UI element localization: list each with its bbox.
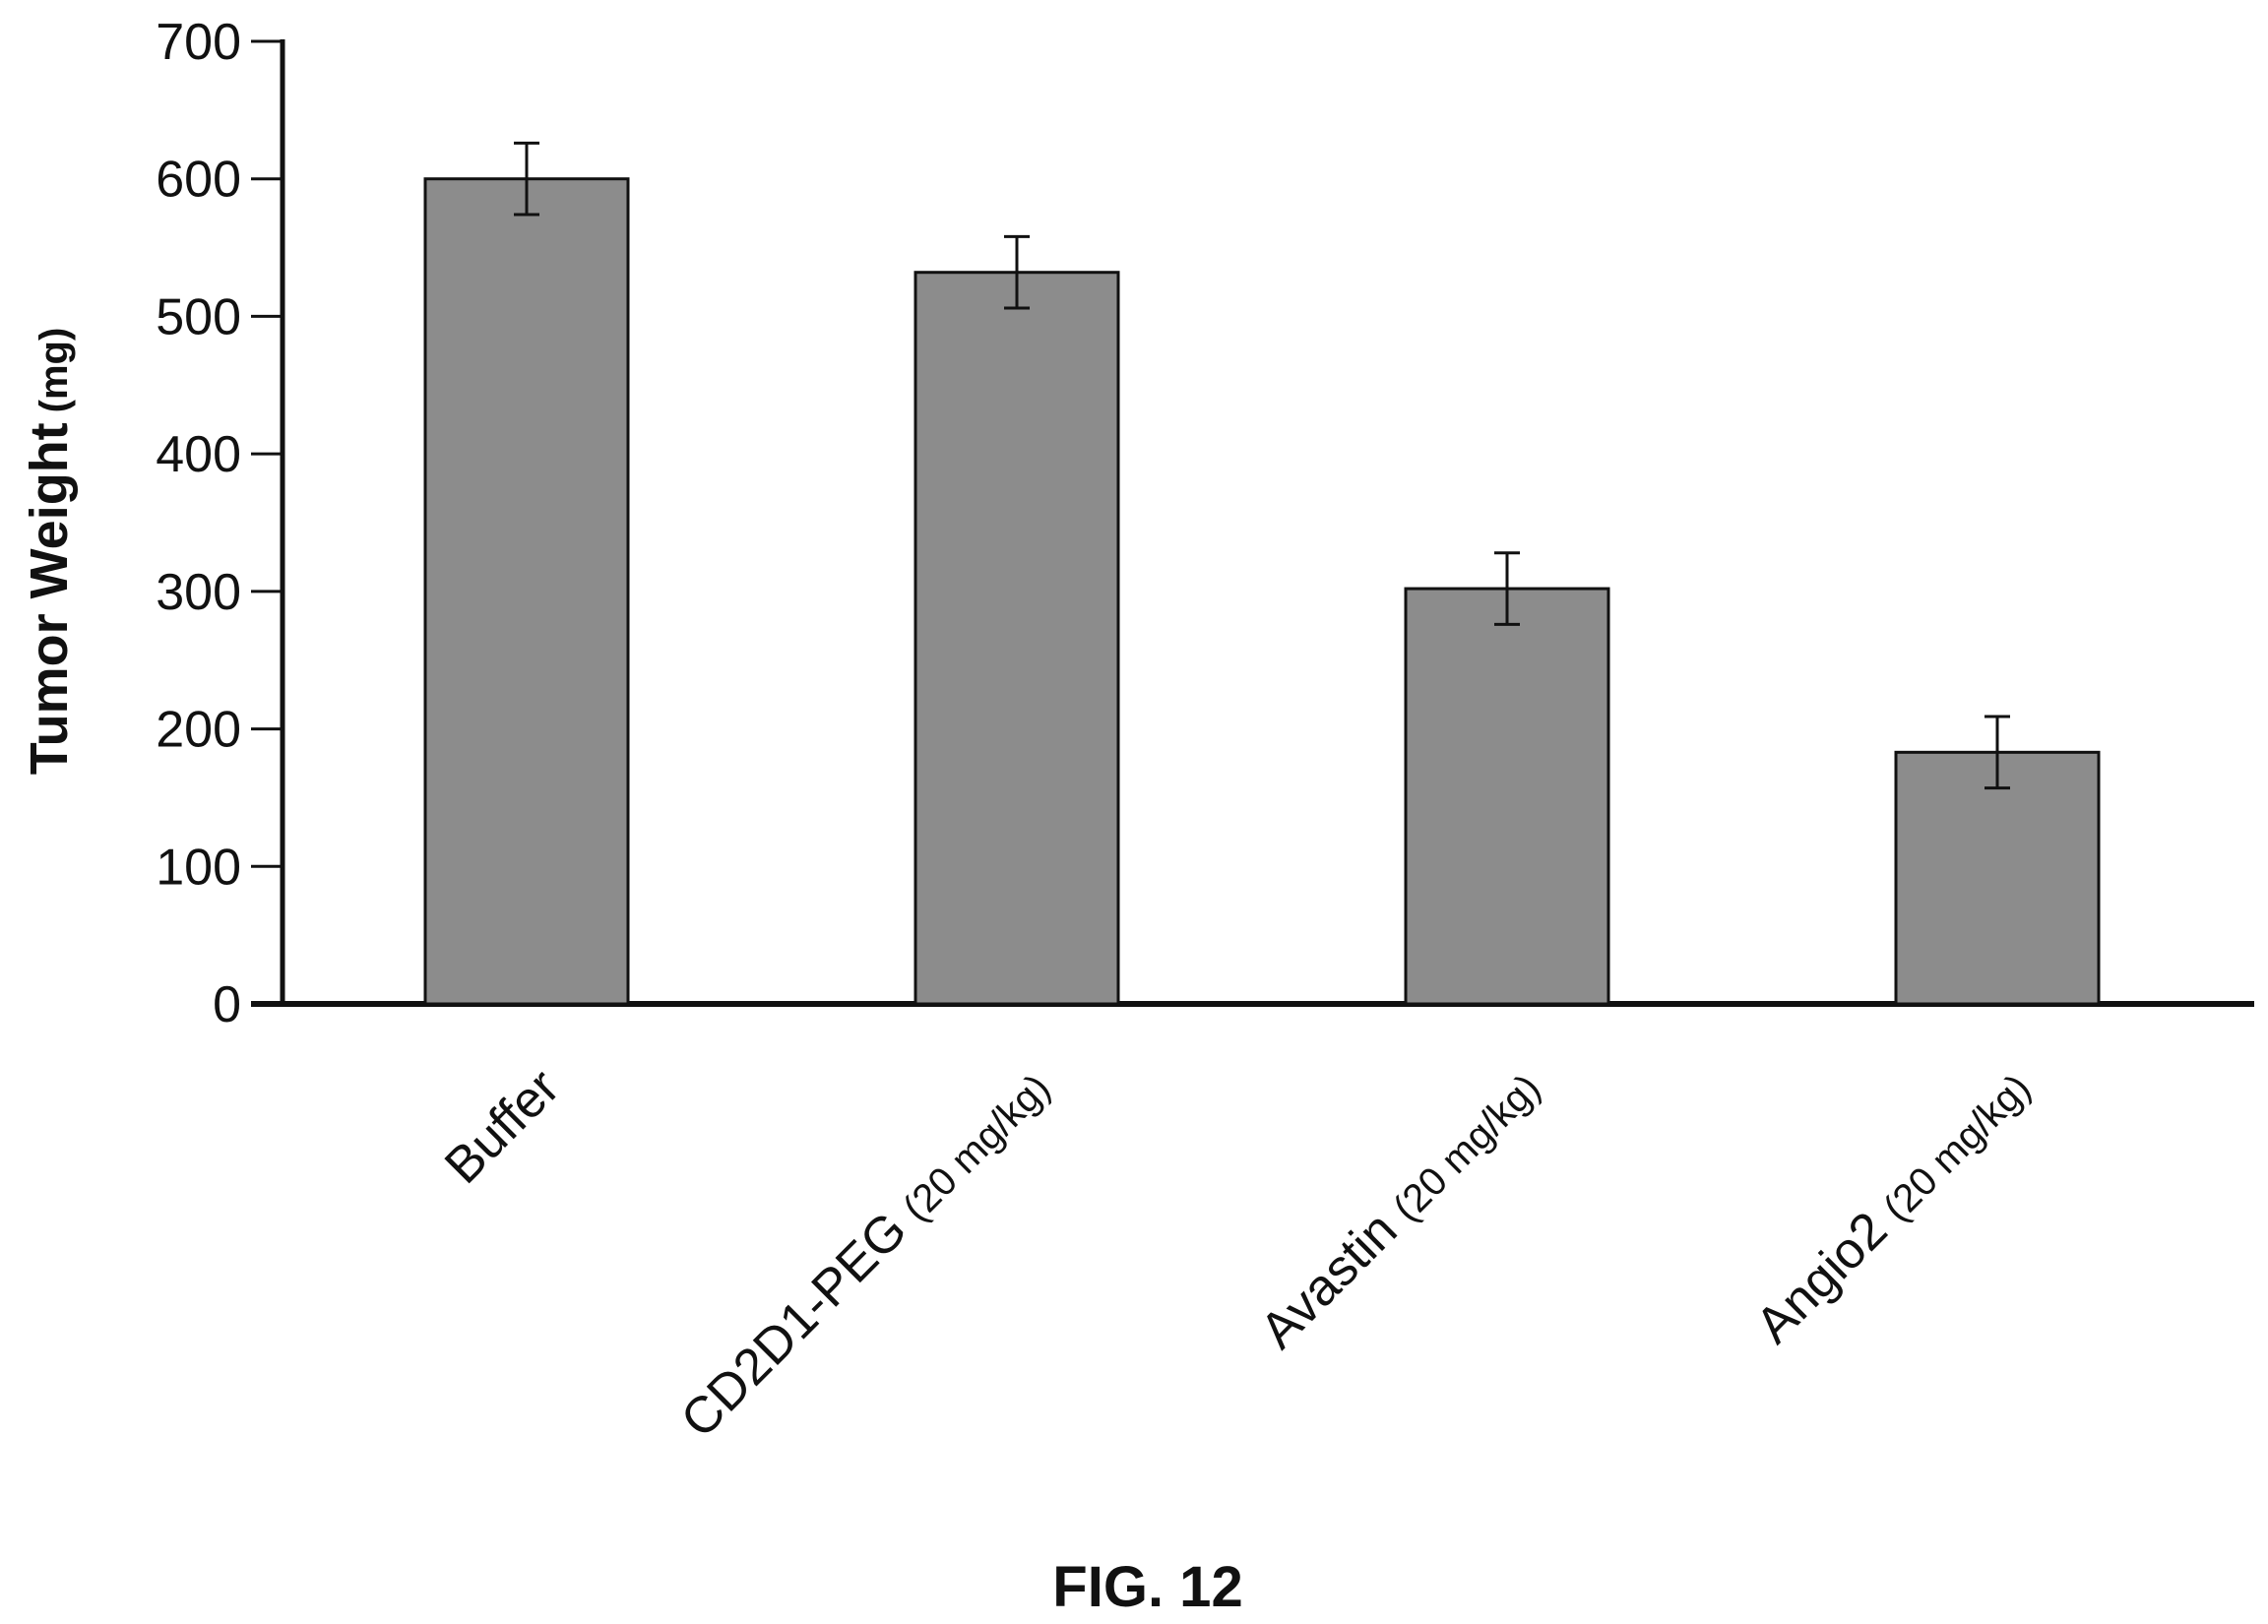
y-tick-label: 300	[156, 564, 241, 621]
y-tick-label: 400	[156, 426, 241, 483]
y-tick-label: 0	[213, 976, 241, 1033]
y-tick-label: 200	[156, 702, 241, 759]
bar	[423, 177, 630, 1006]
y-tick-label: 100	[156, 839, 241, 896]
y-axis-label-unit: (mg)	[32, 328, 76, 413]
x-tick-label-name: Avastin	[1249, 1202, 1408, 1360]
bars	[423, 177, 2101, 1006]
y-tick-label: 500	[156, 288, 241, 345]
x-tick-label: CD2D1-PEG(20 mg/kg)	[670, 1058, 1061, 1449]
y-tick-label: 600	[156, 152, 241, 209]
bar	[1894, 750, 2101, 1006]
x-tick-label: Angio2(20 mg/kg)	[1745, 1058, 2042, 1354]
x-tick-label-dose: (20 mg/kg)	[895, 1066, 1058, 1229]
error-bars	[514, 141, 2010, 790]
figure-caption: FIG. 12	[1052, 1555, 1242, 1619]
x-tick-label: Avastin(20 mg/kg)	[1249, 1058, 1550, 1359]
y-axis-label-text: Tumor Weight	[20, 422, 79, 775]
x-tick-label-name: Buffer	[434, 1058, 570, 1194]
y-ticks: 0 100 200 300 400 500 600 700	[156, 14, 283, 1033]
x-tick-label-dose: (20 mg/kg)	[1385, 1066, 1548, 1229]
y-tick-label: 700	[156, 14, 241, 71]
x-tick-label: Buffer	[434, 1058, 570, 1194]
bar	[1404, 587, 1610, 1006]
y-axis-label: Tumor Weight (mg)	[20, 328, 79, 776]
x-tick-label-name: CD2D1-PEG	[670, 1202, 917, 1449]
bar	[914, 271, 1120, 1006]
x-tick-label-dose: (20 mg/kg)	[1875, 1066, 2039, 1229]
x-tick-label-name: Angio2	[1745, 1202, 1899, 1355]
